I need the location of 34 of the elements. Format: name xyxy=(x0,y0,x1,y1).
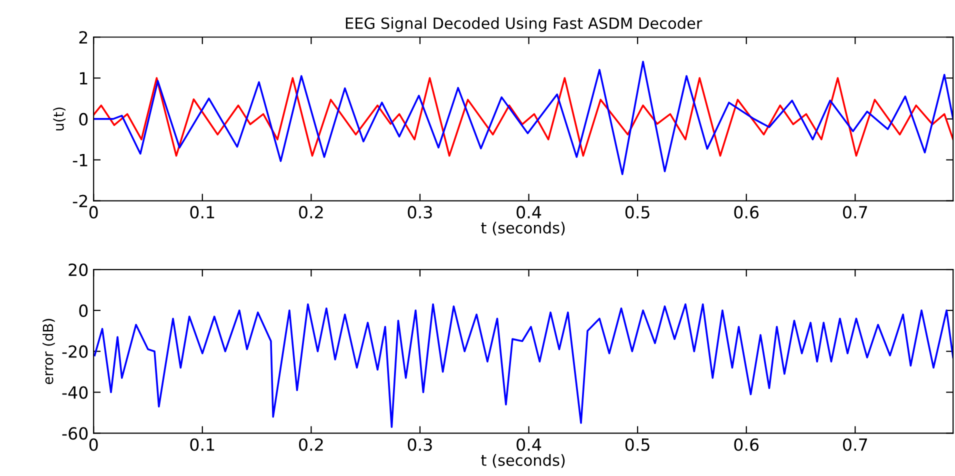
x-tick-label: 0.2 xyxy=(299,206,323,219)
x-tick-label: 0.7 xyxy=(843,206,867,219)
y-tick-label: 2 xyxy=(79,31,88,44)
x-axis-title: t (seconds) xyxy=(481,222,565,236)
y-tick-label: 0 xyxy=(79,112,88,126)
line-series xyxy=(94,60,954,176)
x-tick-label: 0.6 xyxy=(734,206,759,219)
x-tick-label: 0.4 xyxy=(516,438,542,451)
x-tick-label: 0 xyxy=(89,438,98,451)
x-tick-label: 0.7 xyxy=(843,438,867,451)
x-tick-label: 0.6 xyxy=(734,438,759,451)
y-tick-label: -1 xyxy=(72,154,88,166)
y-tick-label: -40 xyxy=(62,386,88,399)
y-tick-label: 20 xyxy=(68,263,88,276)
chart-title: EEG Signal Decoded Using Fast ASDM Decoder xyxy=(346,17,702,32)
y-tick-label: 0 xyxy=(79,304,88,317)
x-tick-label: 0.3 xyxy=(408,206,432,219)
x-tick-label: 0.2 xyxy=(299,438,323,451)
x-tick-label: 0.1 xyxy=(190,438,214,451)
x-axis-title: t (seconds) xyxy=(481,454,565,468)
y-tick-label: -2 xyxy=(72,194,88,208)
x-tick-label: 0.1 xyxy=(190,206,214,219)
line-series xyxy=(94,77,954,157)
x-tick-label: 0.3 xyxy=(408,438,432,451)
x-tick-label: 0 xyxy=(89,206,98,219)
x-tick-label: 0.5 xyxy=(625,438,650,451)
y-axis-title: u(t) xyxy=(53,108,66,130)
line-series xyxy=(94,303,954,428)
y-axis-title: error (dB) xyxy=(42,318,55,384)
y-tick-label: -20 xyxy=(62,345,88,358)
x-tick-label: 0.5 xyxy=(625,206,650,219)
x-tick-label: 0.4 xyxy=(516,206,542,219)
y-tick-label: 1 xyxy=(80,72,88,84)
y-tick-label: -60 xyxy=(62,427,88,440)
